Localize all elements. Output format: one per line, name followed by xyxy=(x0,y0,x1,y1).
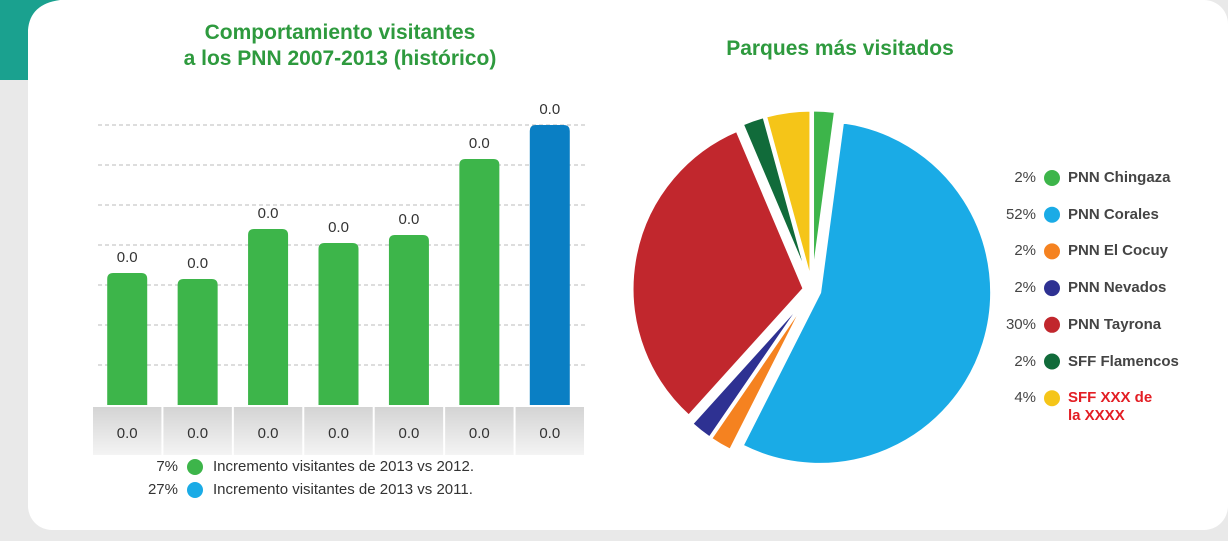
bar xyxy=(529,125,570,405)
legend-label: PNN Chingaza xyxy=(1068,169,1171,186)
legend-percent: 2% xyxy=(1014,352,1036,370)
pie-slice xyxy=(740,120,994,466)
bar xyxy=(388,235,429,405)
legend-dot xyxy=(1044,170,1060,186)
category-cell xyxy=(445,407,514,455)
pie-slice xyxy=(763,108,813,283)
x-tick-label: 0.0 xyxy=(117,425,138,442)
category-cell xyxy=(304,407,373,455)
note-percent: 7% xyxy=(156,458,178,475)
note-percent: 27% xyxy=(148,481,178,498)
bar-label: 0.0 xyxy=(258,205,279,222)
pie-slice xyxy=(740,114,811,284)
legend-percent: 2% xyxy=(1014,279,1036,297)
legend-dot xyxy=(1044,280,1060,297)
bar xyxy=(248,229,289,405)
bar-label: 0.0 xyxy=(469,135,490,152)
legend-label: SFF XXX de la XXXX xyxy=(1068,389,1153,425)
x-tick-label: 0.0 xyxy=(258,425,279,442)
legend-percent: 4% xyxy=(1014,389,1036,407)
legend-percent: 2% xyxy=(1014,169,1036,186)
x-tick-label: 0.0 xyxy=(539,425,560,442)
legend-dot xyxy=(1044,390,1060,407)
category-cell xyxy=(93,407,162,455)
x-tick-label: 0.0 xyxy=(187,425,208,442)
legend-dot xyxy=(1044,243,1060,260)
legend-percent: 2% xyxy=(1014,242,1036,260)
bar-label: 0.0 xyxy=(539,101,560,118)
note-dot xyxy=(187,459,203,475)
note-text: Incremento visitantes de 2013 vs 2012. xyxy=(213,458,474,475)
bar xyxy=(107,273,148,405)
legend-label: PNN Corales xyxy=(1068,205,1159,223)
bar xyxy=(177,279,218,405)
x-tick-label: 0.0 xyxy=(328,425,349,442)
note-dot xyxy=(187,482,203,498)
bar xyxy=(318,243,359,405)
bar xyxy=(459,159,500,405)
legend-dot xyxy=(1044,316,1060,333)
corner-accent xyxy=(0,0,60,80)
bar-label: 0.0 xyxy=(187,255,208,272)
x-tick-label: 0.0 xyxy=(469,425,490,442)
category-cell xyxy=(515,407,584,455)
pie-slice xyxy=(811,108,838,283)
legend-percent: 52% xyxy=(1005,205,1036,223)
legend-percent: 30% xyxy=(1005,315,1036,333)
bar-title: Comportamiento visitantes a los PNN 2007… xyxy=(183,21,497,70)
legend-dot xyxy=(1044,206,1060,223)
legend-dot xyxy=(1044,353,1060,370)
legend-label: SFF Flamencos xyxy=(1068,352,1179,370)
bar-label: 0.0 xyxy=(398,211,419,228)
legend-label: PNN Nevados xyxy=(1068,279,1167,297)
bar-label: 0.0 xyxy=(117,249,138,266)
pie-slice xyxy=(689,295,809,441)
pie-title: Parques más visitados xyxy=(726,37,954,60)
category-cell xyxy=(233,407,303,455)
note-text: Incremento visitantes de 2013 vs 2011. xyxy=(213,481,473,498)
bar-label: 0.0 xyxy=(328,219,349,236)
x-tick-label: 0.0 xyxy=(398,425,419,442)
category-cell xyxy=(163,407,232,455)
category-cell xyxy=(374,407,444,455)
legend-label: PNN Tayrona xyxy=(1068,315,1162,333)
pie-slice xyxy=(630,128,806,419)
legend-label: PNN El Cocuy xyxy=(1068,242,1169,260)
